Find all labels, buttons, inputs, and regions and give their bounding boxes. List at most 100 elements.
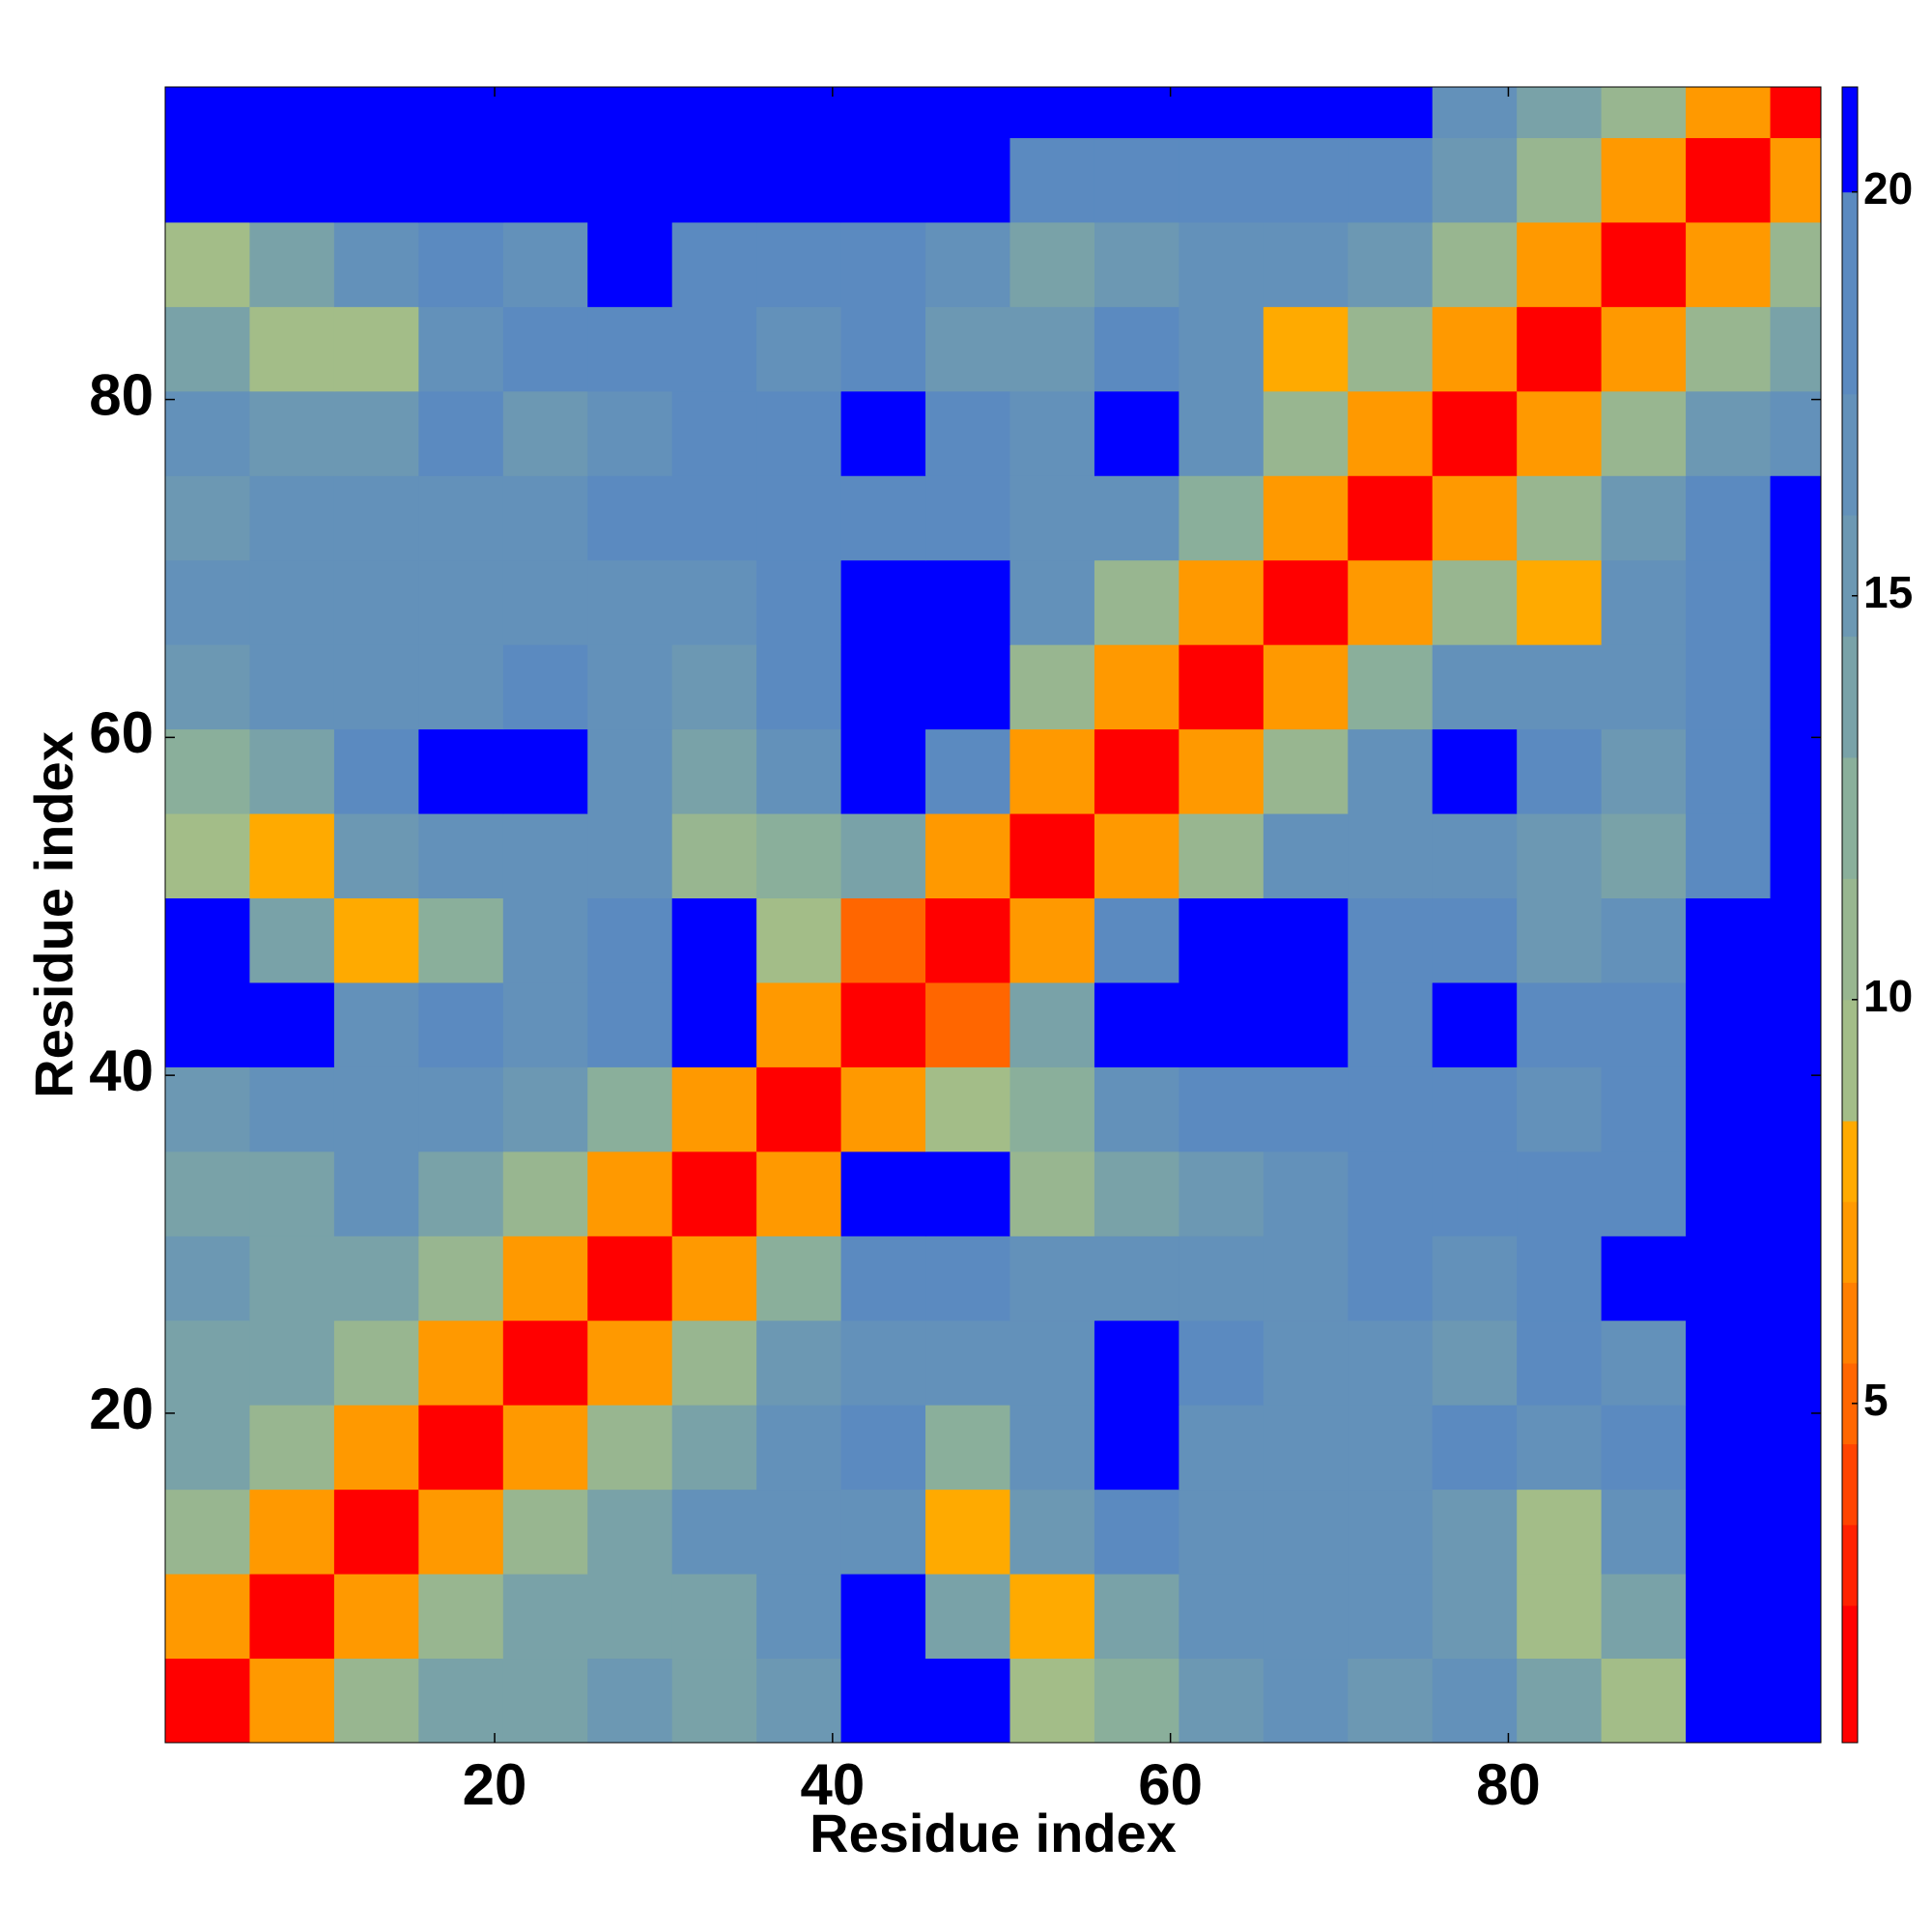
heat-cell: [1009, 559, 1095, 645]
heat-cell: [1009, 1405, 1095, 1491]
heat-cell: [925, 897, 1010, 983]
heat-cell: [502, 1320, 588, 1406]
heat-cell: [502, 475, 588, 561]
heat-cell: [840, 897, 926, 983]
heat-cell: [502, 897, 588, 983]
heat-cell: [1009, 813, 1095, 899]
heat-cell: [502, 1236, 588, 1321]
heat-cell: [333, 1320, 419, 1406]
heat-cell: [1263, 137, 1349, 223]
heat-cell: [1686, 897, 1772, 983]
heat-cell: [1432, 559, 1518, 645]
heat-cell: [840, 1236, 926, 1321]
heat-cell: [1179, 390, 1264, 476]
heat-cell: [756, 1489, 842, 1575]
heat-cell: [1009, 390, 1095, 476]
heat-cell: [1348, 1151, 1434, 1236]
heat-cell: [1601, 1066, 1687, 1152]
heat-cell: [1348, 1489, 1434, 1575]
heat-cell: [1009, 1658, 1095, 1743]
heat-cell: [587, 897, 673, 983]
heat-cell: [249, 1574, 335, 1660]
heat-cell: [418, 306, 504, 392]
heat-cell: [1263, 897, 1349, 983]
heat-cell: [333, 475, 419, 561]
heat-cell: [249, 897, 335, 983]
heat-cell: [1009, 1151, 1095, 1236]
heat-cell: [1770, 221, 1821, 307]
heat-cell: [165, 644, 250, 730]
heat-cell: [1686, 221, 1772, 307]
heat-cell: [1686, 1151, 1772, 1236]
heat-cell: [840, 728, 926, 814]
heat-cell: [840, 87, 926, 138]
heat-cell: [502, 221, 588, 307]
heat-cell: [333, 728, 419, 814]
heat-cell: [587, 1405, 673, 1491]
heat-cell: [502, 390, 588, 476]
heat-cell: [671, 1489, 757, 1575]
heat-cell: [1263, 87, 1349, 138]
heat-cell: [1601, 221, 1687, 307]
heat-cell: [1770, 1489, 1821, 1575]
heat-cell: [1601, 897, 1687, 983]
colorbar-tick-label: 20: [1863, 163, 1913, 213]
heat-cell: [1348, 813, 1434, 899]
heat-cell: [1094, 559, 1179, 645]
heat-cell: [1179, 221, 1264, 307]
heat-cell: [1517, 1574, 1603, 1660]
heat-cell: [1179, 897, 1264, 983]
heat-cell: [756, 1405, 842, 1491]
heat-cell: [587, 1151, 673, 1236]
heat-cell: [249, 1066, 335, 1152]
y-tick-label: 20: [89, 1377, 154, 1441]
heat-cell: [1179, 1489, 1264, 1575]
heat-cell: [1263, 1066, 1349, 1152]
heat-cell: [1601, 475, 1687, 561]
heat-cell: [671, 475, 757, 561]
heat-cell: [1009, 1236, 1095, 1321]
heat-cell: [925, 475, 1010, 561]
heat-cell: [249, 813, 335, 899]
heat-cell: [502, 813, 588, 899]
heat-cell: [587, 813, 673, 899]
heat-cell: [333, 87, 419, 138]
heat-cell: [925, 1236, 1010, 1321]
heat-cell: [1094, 1320, 1179, 1406]
heat-cell: [1432, 644, 1518, 730]
heat-cell: [671, 1320, 757, 1406]
colorbar-segment: [1842, 1605, 1858, 1744]
heat-cell: [1094, 1151, 1179, 1236]
heat-cell: [1432, 1489, 1518, 1575]
heat-cell: [840, 475, 926, 561]
heat-cell: [1094, 1489, 1179, 1575]
heat-cell: [1686, 981, 1772, 1067]
heat-cell: [165, 1489, 250, 1575]
heat-cell: [1686, 1066, 1772, 1152]
heat-cell: [418, 813, 504, 899]
heat-cell: [1601, 981, 1687, 1067]
heat-cell: [1770, 644, 1821, 730]
heat-cell: [1601, 1658, 1687, 1743]
heat-cell: [1094, 728, 1179, 814]
heat-cell: [756, 87, 842, 138]
heat-cell: [418, 728, 504, 814]
heat-cell: [671, 728, 757, 814]
heat-cell: [756, 1236, 842, 1321]
heat-cell: [1686, 390, 1772, 476]
heat-cell: [418, 1066, 504, 1152]
heat-cell: [840, 1320, 926, 1406]
heat-cell: [1179, 981, 1264, 1067]
colorbar-segment: [1842, 878, 1858, 1001]
heat-cell: [418, 1574, 504, 1660]
heat-cell: [333, 137, 419, 223]
heat-cell: [840, 1066, 926, 1152]
heat-cell: [1179, 1574, 1264, 1660]
heat-cell: [1517, 1236, 1603, 1321]
heat-cell: [1432, 897, 1518, 983]
heat-cell: [333, 1236, 419, 1321]
heat-cell: [1263, 390, 1349, 476]
heat-cell: [1432, 1151, 1518, 1236]
heat-cell: [502, 644, 588, 730]
heat-cell: [333, 1151, 419, 1236]
